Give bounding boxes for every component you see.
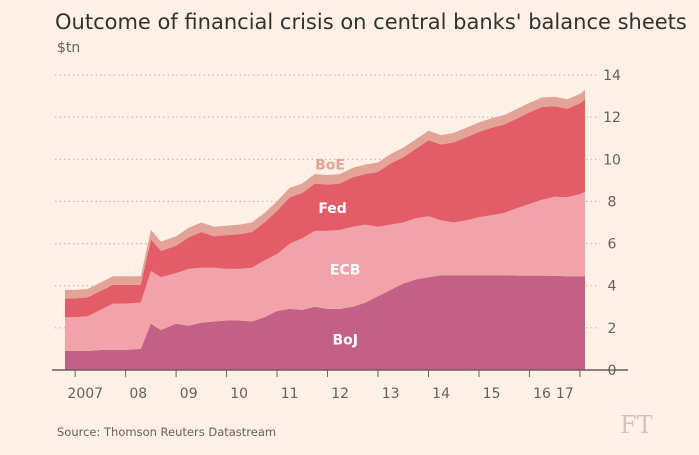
y-tick-label: 4 xyxy=(608,279,617,295)
series-label-fed: Fed xyxy=(318,201,347,217)
source-note: Source: Thomson Reuters Datastream xyxy=(57,425,277,439)
area-ecb xyxy=(65,191,585,351)
x-tick-label: 13 xyxy=(382,386,400,402)
area-boe xyxy=(65,89,585,299)
x-tick-label: 10 xyxy=(230,386,248,402)
y-tick-label: 8 xyxy=(608,194,617,210)
series-labels: BoJ ECB Fed BoE xyxy=(315,158,360,349)
x-tick-label: 2007 xyxy=(67,386,103,402)
chart-title: Outcome of financial crisis on central b… xyxy=(55,10,687,34)
series-areas xyxy=(65,89,585,370)
area-fed xyxy=(65,99,585,318)
x-tick-label: 14 xyxy=(432,386,450,402)
y-tick-label: 6 xyxy=(608,237,617,253)
y-axis-unit: $tn xyxy=(57,40,81,56)
x-tick-label: 08 xyxy=(129,386,147,402)
ft-logo: FT xyxy=(620,411,653,439)
series-label-ecb: ECB xyxy=(330,262,361,278)
x-tick-label: 09 xyxy=(180,386,198,402)
y-tick-label: 2 xyxy=(608,321,617,337)
y-tick-label: 14 xyxy=(603,68,621,84)
x-tick-label: 12 xyxy=(331,386,349,402)
x-tick-label: 17 xyxy=(556,386,574,402)
area-boj xyxy=(65,275,585,370)
x-tick-label: 15 xyxy=(483,386,501,402)
x-tick-label: 11 xyxy=(281,386,299,402)
x-axis: 2007 08 09 10 11 12 13 14 15 16 17 xyxy=(52,369,628,402)
x-tick-label: 16 xyxy=(533,386,551,402)
y-tick-label: 0 xyxy=(608,363,617,379)
y-tick-label: 12 xyxy=(603,110,621,126)
series-label-boe: BoE xyxy=(315,158,345,174)
y-axis: 0 2 4 6 8 10 12 14 xyxy=(603,68,621,379)
series-label-boj: BoJ xyxy=(332,332,358,348)
y-tick-label: 10 xyxy=(603,152,621,168)
